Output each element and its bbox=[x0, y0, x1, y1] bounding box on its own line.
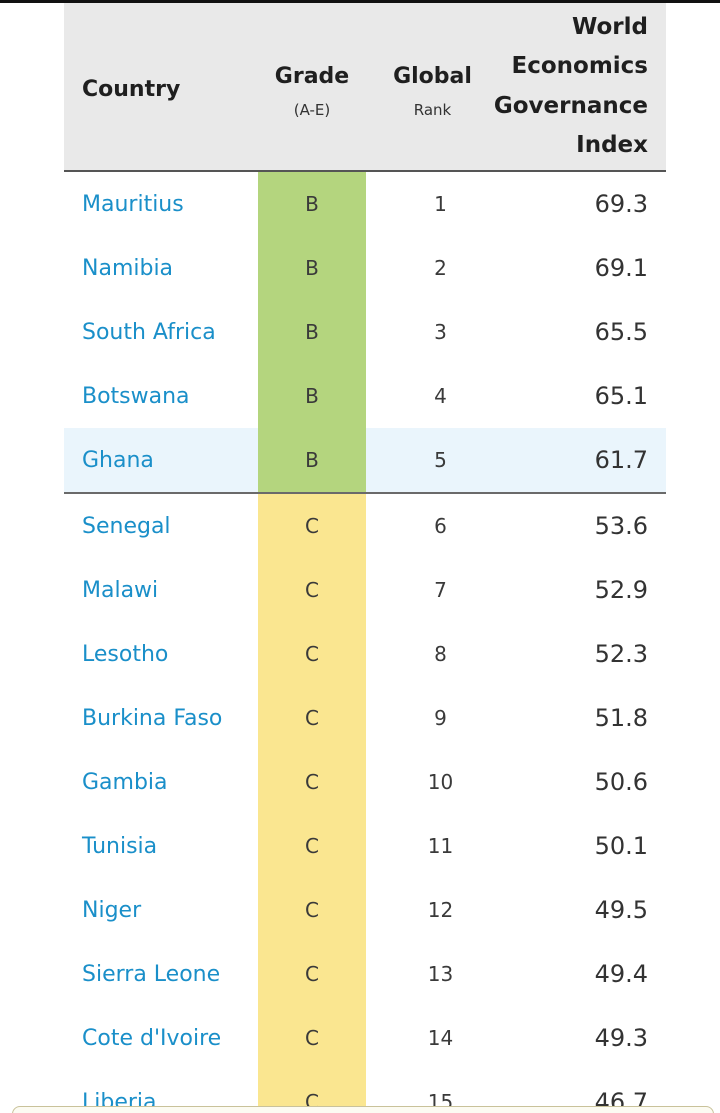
table-row: Tunisia C 11 50.1 bbox=[64, 814, 666, 878]
index-cell: 50.1 bbox=[594, 832, 648, 860]
country-link[interactable]: Ghana bbox=[64, 428, 258, 494]
column-header-country[interactable]: Country bbox=[64, 3, 258, 172]
table-row: Malawi C 7 52.9 bbox=[64, 558, 666, 622]
grade-cell: C bbox=[258, 814, 366, 878]
column-header-country-label: Country bbox=[82, 77, 181, 102]
grade-cell: B bbox=[258, 428, 366, 494]
country-link[interactable]: Malawi bbox=[82, 577, 159, 603]
index-cell: 65.1 bbox=[594, 382, 648, 410]
table-row: Burkina Faso C 9 51.8 bbox=[64, 686, 666, 750]
grade-cell: B bbox=[258, 171, 366, 236]
grade-cell: C bbox=[258, 622, 366, 686]
country-link[interactable]: Lesotho bbox=[82, 641, 169, 667]
table-row: Botswana B 4 65.1 bbox=[64, 364, 666, 428]
table-row: Niger C 12 49.5 bbox=[64, 878, 666, 942]
country-link[interactable]: Gambia bbox=[82, 769, 168, 795]
index-cell: 69.1 bbox=[594, 254, 648, 282]
rank-cell: 3 bbox=[434, 320, 447, 344]
index-cell: 51.8 bbox=[594, 704, 648, 732]
rank-cell: 2 bbox=[434, 256, 447, 280]
grade-cell: C bbox=[258, 942, 366, 1006]
country-link[interactable]: Sierra Leone bbox=[82, 961, 221, 987]
column-header-index[interactable]: World Economics Governance Index bbox=[491, 3, 666, 172]
index-cell: 49.3 bbox=[594, 1024, 648, 1052]
table-row: Gambia C 10 50.6 bbox=[64, 750, 666, 814]
column-header-rank-label: Global bbox=[393, 64, 472, 89]
column-header-index-line: Index bbox=[576, 132, 648, 158]
rank-cell: 10 bbox=[427, 770, 454, 794]
country-link[interactable]: South Africa bbox=[82, 319, 216, 345]
country-link[interactable]: Namibia bbox=[82, 255, 174, 281]
grade-cell: C bbox=[258, 878, 366, 942]
governance-ranking-table: Country Grade (A-E) Global Rank World Ec… bbox=[64, 3, 666, 1113]
table-header: Country Grade (A-E) Global Rank World Ec… bbox=[64, 3, 666, 172]
country-link[interactable]: Mauritius bbox=[82, 191, 184, 217]
column-header-grade[interactable]: Grade (A-E) bbox=[258, 3, 366, 172]
header-row: Country Grade (A-E) Global Rank World Ec… bbox=[64, 3, 666, 172]
rank-cell: 14 bbox=[427, 1026, 454, 1050]
table-row: Sierra Leone C 13 49.4 bbox=[64, 942, 666, 1006]
grade-cell: C bbox=[258, 686, 366, 750]
column-header-rank-sublabel: Rank bbox=[413, 101, 452, 119]
table-row: South Africa B 3 65.5 bbox=[64, 300, 666, 364]
table-body: Mauritius B 1 69.3 Namibia B 2 69.1 Sout… bbox=[64, 171, 666, 1113]
rank-cell: 6 bbox=[434, 514, 447, 538]
column-header-index-line: Governance bbox=[493, 92, 648, 119]
country-link[interactable]: Tunisia bbox=[82, 833, 158, 859]
index-cell: 49.4 bbox=[594, 960, 648, 988]
country-link[interactable]: Cote d'Ivoire bbox=[82, 1025, 222, 1051]
index-cell: 65.5 bbox=[594, 318, 648, 346]
index-cell: 52.3 bbox=[594, 640, 648, 668]
grade-cell: C bbox=[258, 493, 366, 558]
rank-cell: 4 bbox=[434, 384, 447, 408]
grade-cell: B bbox=[258, 364, 366, 428]
bottom-sheet-edge[interactable] bbox=[12, 1106, 714, 1113]
rank-cell: 13 bbox=[427, 962, 454, 986]
index-cell: 53.6 bbox=[594, 512, 648, 540]
column-header-index-line: World bbox=[571, 13, 648, 40]
column-header-rank[interactable]: Global Rank bbox=[366, 3, 491, 172]
rank-cell: 5 bbox=[366, 428, 491, 494]
table-row: Senegal C 6 53.6 bbox=[64, 493, 666, 558]
grade-cell: B bbox=[258, 236, 366, 300]
index-cell: 49.5 bbox=[594, 896, 648, 924]
table-row: Cote d'Ivoire C 14 49.3 bbox=[64, 1006, 666, 1070]
grade-cell: C bbox=[258, 1070, 366, 1113]
index-cell: 69.3 bbox=[594, 190, 648, 218]
country-link[interactable]: Burkina Faso bbox=[82, 705, 223, 731]
grade-cell: C bbox=[258, 1006, 366, 1070]
index-cell: 50.6 bbox=[594, 768, 648, 796]
rank-cell: 9 bbox=[434, 706, 447, 730]
country-link[interactable]: Botswana bbox=[82, 383, 190, 409]
grade-cell: C bbox=[258, 750, 366, 814]
country-link[interactable]: Niger bbox=[82, 897, 142, 923]
grade-cell: C bbox=[258, 558, 366, 622]
column-header-grade-label: Grade bbox=[274, 64, 350, 89]
country-link[interactable]: Senegal bbox=[82, 513, 171, 539]
column-header-index-line: Economics bbox=[511, 53, 649, 79]
rank-cell: 7 bbox=[434, 578, 447, 602]
table-row: Namibia B 2 69.1 bbox=[64, 236, 666, 300]
rank-cell: 12 bbox=[427, 898, 454, 922]
column-header-grade-sublabel: (A-E) bbox=[293, 101, 331, 119]
table-row-highlighted: Ghana B 5 61.7 bbox=[64, 428, 666, 494]
table-row: Mauritius B 1 69.3 bbox=[64, 171, 666, 236]
rank-cell: 8 bbox=[434, 642, 447, 666]
index-cell: 52.9 bbox=[594, 576, 648, 604]
rank-cell: 1 bbox=[434, 192, 447, 216]
rank-cell: 11 bbox=[427, 834, 454, 858]
index-cell: 61.7 bbox=[491, 428, 666, 494]
grade-cell: B bbox=[258, 300, 366, 364]
table-row: Lesotho C 8 52.3 bbox=[64, 622, 666, 686]
top-rule bbox=[0, 0, 720, 3]
